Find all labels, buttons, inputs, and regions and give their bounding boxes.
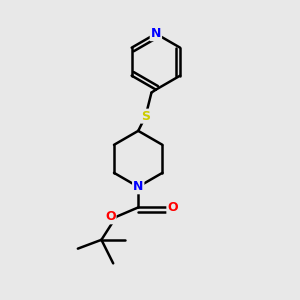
Text: N: N <box>151 27 161 40</box>
Text: N: N <box>133 180 143 193</box>
Text: O: O <box>167 201 178 214</box>
Text: S: S <box>141 110 150 123</box>
Text: O: O <box>105 210 116 223</box>
